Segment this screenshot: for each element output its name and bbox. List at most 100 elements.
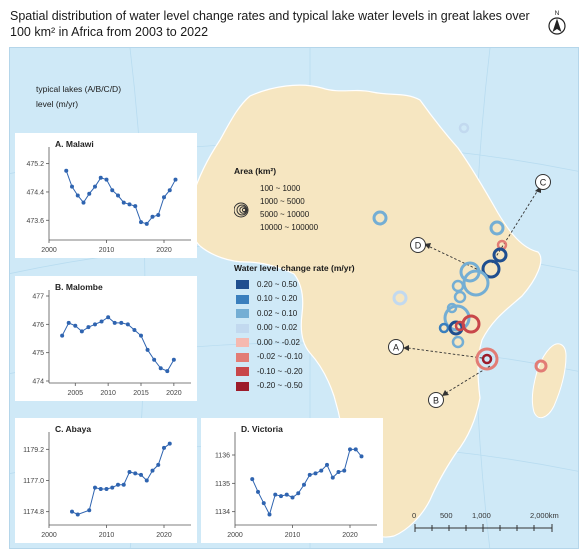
data-point: [112, 320, 117, 325]
x-tick-label: 2010: [285, 532, 301, 539]
scale-label: 500: [440, 511, 453, 520]
data-point: [167, 441, 172, 446]
data-point: [359, 454, 364, 459]
leader-line-d: [427, 245, 486, 274]
x-tick-label: 2000: [41, 247, 57, 254]
data-point: [325, 462, 329, 467]
x-tick-label: 2000: [41, 532, 57, 539]
rate-legend-label: -0.20 ~ -0.50: [257, 381, 303, 390]
chart-panel-malawi: 475.2 474.4 473.6 2000 2010 2020 A. Malawi: [15, 133, 197, 258]
arrowhead-a-icon: [403, 345, 409, 351]
rate-legend-swatch: [236, 367, 249, 376]
data-point: [302, 482, 306, 487]
lake-marker: [451, 279, 465, 293]
lake-marker: [372, 210, 388, 226]
figure-title: Spatial distribution of water level chan…: [10, 9, 530, 39]
data-point: [156, 212, 161, 217]
africa-landmass: [188, 84, 542, 538]
data-point: [104, 487, 109, 491]
x-tick-label: 2015: [133, 390, 149, 397]
data-point: [290, 495, 295, 500]
rate-legend-label: -0.02 ~ -0.10: [257, 352, 303, 361]
data-point: [70, 184, 74, 189]
data-point: [144, 221, 149, 226]
data-point: [75, 193, 80, 198]
y-tick-label: 475: [32, 350, 44, 357]
data-point: [167, 188, 172, 193]
data-point: [93, 184, 97, 189]
svg-text:D: D: [415, 241, 422, 251]
data-point: [87, 508, 92, 513]
lake-markers: [372, 122, 548, 373]
data-point: [121, 200, 126, 205]
lake-marker: [448, 320, 464, 336]
scale-label: 1,000: [472, 511, 491, 520]
data-point: [171, 357, 176, 362]
data-point: [307, 472, 312, 477]
data-point: [127, 470, 132, 474]
callout-c: C: [535, 174, 551, 190]
data-point: [162, 195, 166, 200]
svg-text:C: C: [540, 178, 547, 188]
data-point: [99, 319, 104, 324]
data-point: [150, 468, 155, 473]
x-tick-label: 2005: [67, 390, 83, 397]
callout-a: A: [388, 339, 404, 355]
rate-legend-swatch: [236, 381, 249, 391]
map-frame: D C A B typical lakes (A/B/C/D) level (m…: [9, 47, 579, 549]
scale-label: 2,000km: [530, 511, 559, 520]
data-point: [284, 492, 289, 497]
svg-text:A: A: [393, 343, 399, 353]
svg-text:B: B: [433, 396, 439, 406]
y-tick-label: 1179.2: [23, 447, 44, 454]
y-tick-label: 474: [32, 379, 44, 386]
data-point: [158, 366, 163, 371]
y-tick-label: 477: [32, 294, 44, 301]
lake-marker: [392, 290, 408, 306]
data-point: [319, 468, 324, 473]
lake-marker: [475, 347, 499, 371]
y-tick-label: 1136: [215, 453, 230, 460]
lake-marker: [489, 220, 505, 236]
data-point: [64, 168, 69, 173]
chart-panel-abaya: 1179.2 1177.0 1174.8 2000 2010 2020 C. Abaya: [15, 418, 197, 543]
x-tick-label: 2010: [99, 247, 115, 254]
inset-header-line2: level (m/yr): [36, 99, 79, 109]
x-tick-label: 2010: [99, 532, 115, 539]
rate-legend-swatch: [236, 352, 249, 362]
data-point: [116, 482, 120, 487]
y-tick-label: 473.6: [26, 218, 44, 225]
rate-legend-label: 0.10 ~ 0.20: [257, 294, 298, 303]
data-point: [106, 315, 111, 320]
rate-legend-label: 0.20 ~ 0.50: [257, 279, 298, 289]
x-tick-label: 2020: [156, 532, 172, 539]
callout-d: D: [410, 237, 426, 253]
area-legend-item: 10000 ~ 100000: [260, 223, 319, 232]
madagascar-landmass: [531, 343, 567, 419]
data-point: [73, 323, 78, 328]
data-point: [119, 320, 124, 325]
data-point: [98, 175, 103, 180]
chart-label: B. Malombe: [55, 282, 103, 292]
rate-legend-swatch: [236, 338, 249, 347]
data-point: [256, 489, 260, 494]
rate-legend-swatch: [236, 309, 249, 318]
rate-legend-swatch: [236, 280, 249, 289]
data-point: [156, 462, 161, 467]
data-point: [70, 509, 74, 514]
data-point: [75, 512, 80, 517]
data-point: [125, 322, 130, 327]
data-point: [279, 494, 283, 499]
callout-b: B: [428, 392, 444, 408]
data-point: [133, 204, 138, 209]
lake-marker: [458, 122, 470, 134]
area-legend-item: 100 ~ 1000: [260, 184, 301, 193]
area-legend-rings-icon: [234, 202, 249, 218]
data-point: [81, 200, 86, 205]
lake-marker: [451, 335, 465, 349]
x-tick-label: 2020: [156, 247, 172, 254]
area-legend-title: Area (km²): [234, 166, 277, 176]
callout-markers: D C A B: [388, 174, 551, 408]
chart-label: A. Malawi: [55, 139, 94, 149]
lake-marker: [492, 247, 508, 263]
